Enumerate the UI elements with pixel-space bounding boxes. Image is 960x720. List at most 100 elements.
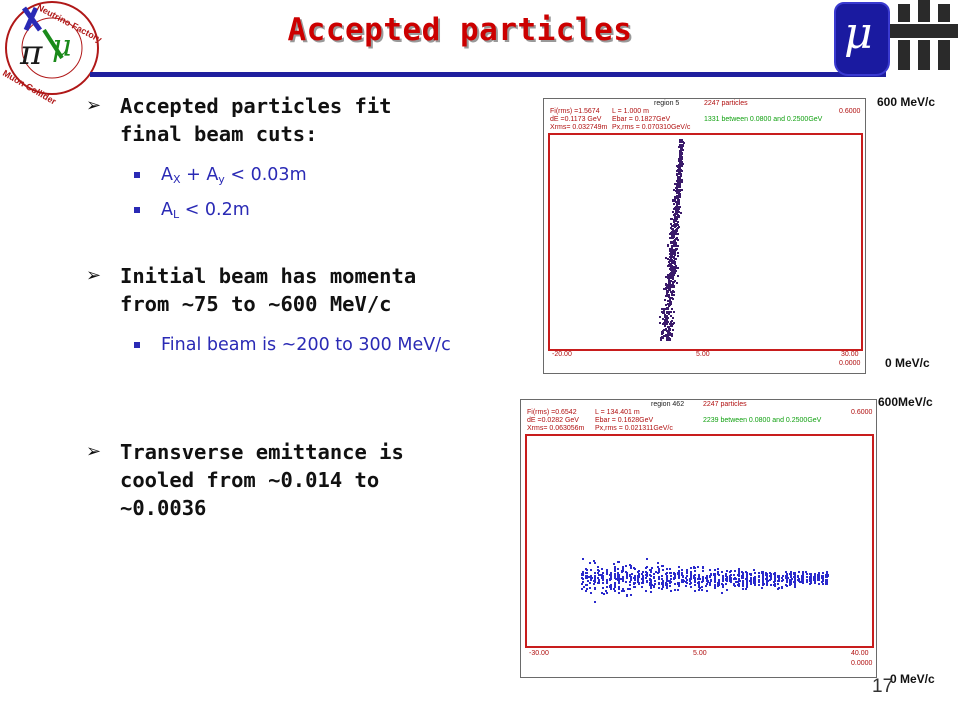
particle-dot [670,315,673,317]
particle-dot [609,573,612,576]
particle-dot [589,561,591,564]
particle-dot [586,579,589,582]
particle-dot [622,587,625,590]
particle-dot [645,590,648,593]
particle-dot [676,239,679,241]
x-left-label: -20.00 [552,351,572,358]
particle-dot [773,582,776,585]
particle-dot [586,577,589,580]
particle-dot [689,578,692,580]
bullet-item: ➢ Transverse emittance is cooled from ~0… [86,438,465,522]
particle-dot [672,235,675,238]
particle-dot [662,323,665,326]
particle-dot [654,571,657,574]
particle-dot [672,232,675,235]
particle-dot [673,243,675,246]
particle-dot [673,250,676,253]
x-left-label: -30.00 [529,650,549,657]
particle-dot [642,581,645,584]
particle-dot [674,243,677,246]
particle-dot [742,581,745,584]
particle-dot [798,578,800,581]
particle-dot [626,588,629,591]
particle-dot [666,291,669,294]
particle-dot [781,579,783,582]
particle-dot [667,304,670,306]
particle-dot [777,586,780,589]
particle-dot [664,295,667,298]
particle-dot [678,144,681,147]
particle-dot [709,574,712,576]
particle-dot [670,252,673,255]
particle-dot [645,581,648,584]
particle-dot [581,582,584,585]
particle-dot [665,330,668,332]
particle-dot [758,572,761,575]
particle-dot [668,259,671,261]
particle-dot [693,577,696,579]
particle-dot [677,199,680,202]
particle-dot [680,154,683,156]
particle-dot [665,283,668,286]
particle-dot [680,152,683,155]
particle-dot [667,294,670,297]
particle-dot [798,571,801,574]
particle-dot [817,576,820,579]
mu-glyph: μ [844,8,873,59]
particle-dot [670,242,673,245]
particle-dot [581,588,584,590]
particle-dot [753,576,756,579]
particle-dot [737,568,740,571]
particle-dot [645,577,648,579]
particle-dot [660,308,663,310]
particle-dot [660,310,663,313]
particle-dot [678,180,681,183]
particle-dot [602,571,604,574]
header-line: Fi(rms) =1.5674 [550,108,600,115]
particle-dot [706,576,709,579]
particle-dot [666,571,669,574]
particle-dot [673,263,676,266]
particle-dot [672,265,675,268]
particle-dot [706,590,708,593]
particle-dot [675,265,678,268]
particle-dot [686,570,689,573]
particle-dot [678,169,681,172]
particle-dot [809,572,812,575]
plot-header-mid: L = 134.401 m Ebar = 0.1628GeV Px,rms = … [595,409,673,433]
particle-dot [714,584,717,587]
particle-dot [678,585,680,588]
particle-dot [670,285,673,288]
particle-dot [621,578,624,580]
particle-dot [669,247,672,250]
particle-dot [658,582,661,585]
particle-dot [666,334,669,337]
particle-dot [786,572,789,575]
particle-dot [674,198,677,201]
particle-dot [801,578,803,581]
particle-dot [610,587,613,590]
particle-dot [664,334,667,337]
particle-dot [585,583,588,586]
particle-dot [661,586,664,588]
particle-dot [665,319,668,322]
particle-dot [633,575,636,578]
particle-dot [658,576,661,578]
y-max-label: 0.6000 [839,108,861,115]
particle-dot [671,277,674,280]
particle-dot [663,320,666,323]
particle-dot [680,179,683,182]
particle-dot [749,576,752,579]
particle-dot [745,588,748,591]
particle-dot [597,570,600,572]
particle-dot [706,579,708,582]
title-rule [90,72,886,77]
top-plot-max-label: 600 MeV/c [877,95,936,109]
particle-dot [601,586,604,589]
top-plot-min-label: 0 MeV/c [885,356,930,370]
particle-dot [668,233,671,236]
particle-dot [625,580,628,583]
particle-dot [745,585,748,588]
particle-dot [685,576,688,579]
particle-dot [672,289,674,292]
